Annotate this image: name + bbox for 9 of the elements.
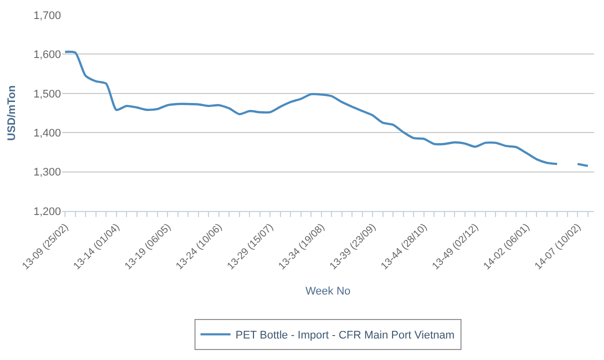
legend-label: PET Bottle - Import - CFR Main Port Vietnam [236,330,455,342]
y-tick-label: 1,500 [33,88,61,100]
x-axis-title: Week No [305,285,351,298]
y-tick-label: 1,400 [33,127,61,140]
y-axis-title: USD/mTon [6,85,18,141]
y-tick-label: 1,600 [33,49,61,62]
y-tick-label: 1,200 [33,206,61,218]
y-tick-label: 1,700 [33,10,61,22]
y-tick-label: 1,300 [33,166,61,179]
